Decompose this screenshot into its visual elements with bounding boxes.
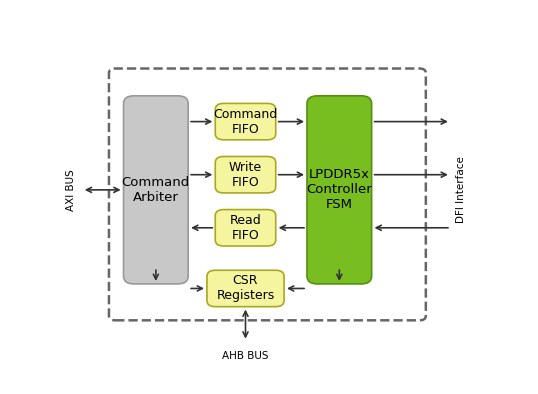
FancyBboxPatch shape (215, 103, 276, 140)
Text: DFI Interface: DFI Interface (456, 156, 466, 223)
Text: Read
FIFO: Read FIFO (230, 214, 261, 242)
Text: Command
Arbiter: Command Arbiter (122, 176, 190, 204)
FancyBboxPatch shape (215, 156, 276, 193)
Text: Write
FIFO: Write FIFO (229, 161, 262, 189)
Text: AXI BUS: AXI BUS (66, 169, 76, 211)
Text: Command
FIFO: Command FIFO (214, 108, 278, 136)
FancyBboxPatch shape (207, 270, 284, 307)
Text: AHB BUS: AHB BUS (222, 351, 269, 361)
Text: LPDDR5x
Controller
FSM: LPDDR5x Controller FSM (307, 168, 372, 211)
FancyBboxPatch shape (109, 69, 426, 320)
FancyBboxPatch shape (124, 96, 188, 284)
FancyBboxPatch shape (215, 210, 276, 246)
Text: CSR
Registers: CSR Registers (216, 275, 274, 303)
FancyBboxPatch shape (307, 96, 372, 284)
